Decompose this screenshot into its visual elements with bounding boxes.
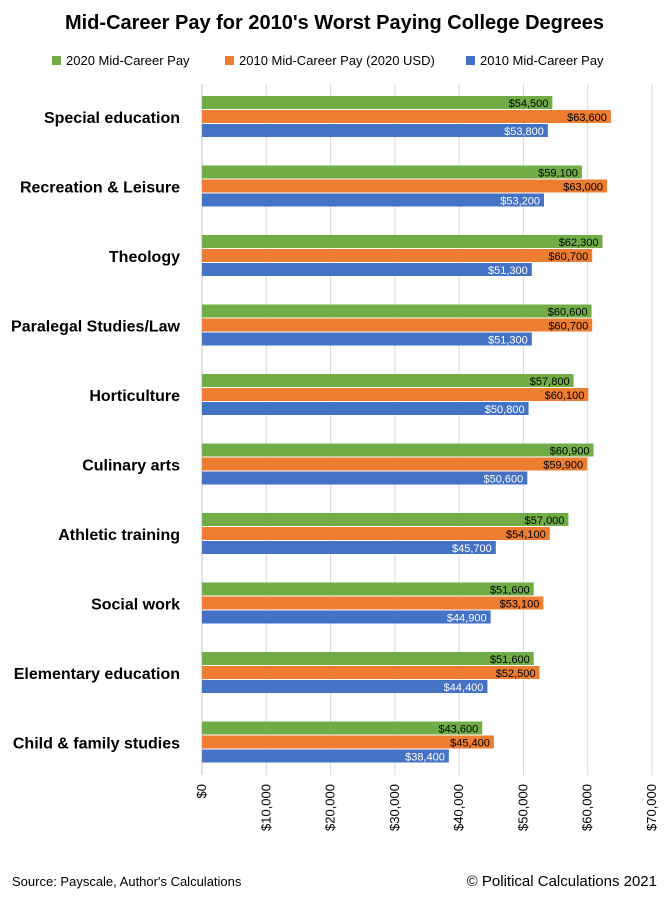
bar-series-2 xyxy=(202,402,529,415)
bar-series-2 xyxy=(202,332,532,346)
data-label-series-1: $60,700 xyxy=(548,251,588,263)
chart-title: Mid-Career Pay for 2010's Worst Paying C… xyxy=(64,12,605,34)
category-label: Theology xyxy=(109,249,180,266)
data-label-series-2: $51,300 xyxy=(488,265,528,277)
legend-label-2010-pay-2020-usd: 2010 Mid-Career Pay (2020 USD) xyxy=(239,53,435,68)
data-label-series-0: $60,600 xyxy=(548,307,588,319)
data-label-series-2: $44,400 xyxy=(444,682,484,694)
category-label: Special education xyxy=(44,110,180,127)
legend-item-2010-pay: 2010 Mid-Career Pay xyxy=(466,53,604,68)
bar-series-0 xyxy=(202,96,553,109)
data-label-series-1: $63,600 xyxy=(567,112,607,124)
category-label: Elementary education xyxy=(14,666,180,683)
data-label-series-1: $60,100 xyxy=(545,390,585,402)
data-label-series-1: $45,400 xyxy=(450,738,490,750)
bar-series-2 xyxy=(202,610,491,624)
bar-series-1 xyxy=(202,179,607,193)
data-label-series-0: $43,600 xyxy=(439,724,479,736)
bar-series-2 xyxy=(202,541,496,554)
data-label-series-2: $45,700 xyxy=(452,543,492,555)
bar-series-2 xyxy=(202,124,548,137)
data-label-series-2: $50,600 xyxy=(484,474,524,486)
bar-series-1 xyxy=(202,457,588,471)
data-label-series-1: $52,500 xyxy=(496,668,536,680)
data-label-series-0: $51,600 xyxy=(490,654,530,666)
data-label-series-2: $53,200 xyxy=(500,196,540,208)
category-label: Child & family studies xyxy=(13,736,180,753)
bar-series-0 xyxy=(202,652,534,665)
bar-series-1 xyxy=(202,249,593,262)
data-label-series-1: $63,000 xyxy=(563,182,603,194)
bar-series-0 xyxy=(202,235,603,248)
category-label: Horticulture xyxy=(89,388,180,405)
data-label-series-0: $62,300 xyxy=(559,237,599,249)
bar-series-0 xyxy=(202,513,569,526)
legend-swatch-orange xyxy=(225,56,234,65)
bar-series-1 xyxy=(202,527,550,540)
bar-series-1 xyxy=(202,735,494,749)
source-note: Source: Payscale, Author's Calculations xyxy=(12,874,242,889)
data-label-series-0: $60,900 xyxy=(550,446,590,458)
bar-series-0 xyxy=(202,721,483,735)
category-label: Recreation & Leisure xyxy=(20,180,180,197)
bar-series-2 xyxy=(202,471,528,485)
data-label-series-1: $53,100 xyxy=(500,599,540,611)
category-label: Social work xyxy=(91,597,180,614)
data-label-series-0: $59,100 xyxy=(538,168,578,180)
bar-series-1 xyxy=(202,596,544,610)
legend-item-2020-pay: 2020 Mid-Career Pay xyxy=(52,53,190,68)
bar-series-0 xyxy=(202,374,574,387)
data-label-series-2: $51,300 xyxy=(488,335,528,347)
legend-item-2010-pay-2020-usd: 2010 Mid-Career Pay (2020 USD) xyxy=(225,53,435,68)
data-label-series-1: $54,100 xyxy=(506,529,546,541)
bar-series-1 xyxy=(202,318,593,332)
legend-swatch-green xyxy=(52,56,61,65)
x-tick-label-5: $50,000 xyxy=(515,784,530,831)
bar-series-0 xyxy=(202,304,592,318)
bar-series-0 xyxy=(202,165,582,179)
data-label-series-0: $57,000 xyxy=(525,515,565,527)
data-label-series-1: $60,700 xyxy=(548,321,588,333)
x-tick-label-2: $20,000 xyxy=(323,784,338,831)
data-label-series-1: $59,900 xyxy=(543,460,583,472)
copyright-credit: © Political Calculations 2021 xyxy=(466,873,657,890)
bar-series-2 xyxy=(202,749,449,763)
x-tick-label-6: $60,000 xyxy=(580,784,595,831)
category-label: Athletic training xyxy=(58,527,180,544)
data-label-series-2: $50,800 xyxy=(485,404,525,416)
bar-series-1 xyxy=(202,666,540,679)
legend-swatch-blue xyxy=(466,56,475,65)
legend: 2020 Mid-Career Pay 2010 Mid-Career Pay … xyxy=(0,53,669,71)
bar-series-2 xyxy=(202,263,532,276)
x-tick-label-7: $70,000 xyxy=(644,784,659,831)
x-tick-label-3: $30,000 xyxy=(387,784,402,831)
category-label: Paralegal Studies/Law xyxy=(11,319,181,336)
data-label-series-2: $53,800 xyxy=(504,126,544,138)
data-label-series-0: $51,600 xyxy=(490,585,530,597)
x-tick-label-1: $10,000 xyxy=(258,784,273,831)
data-label-series-2: $44,900 xyxy=(447,613,487,625)
x-tick-label-4: $40,000 xyxy=(451,784,466,831)
bar-series-2 xyxy=(202,193,544,207)
x-tick-label-0: $0 xyxy=(194,784,209,798)
data-label-series-0: $54,500 xyxy=(509,98,549,110)
legend-label-2020-pay: 2020 Mid-Career Pay xyxy=(66,53,190,68)
bar-series-1 xyxy=(202,110,611,123)
bar-series-2 xyxy=(202,680,488,693)
bar-series-0 xyxy=(202,582,534,596)
legend-label-2010-pay: 2010 Mid-Career Pay xyxy=(480,53,604,68)
data-label-series-2: $38,400 xyxy=(405,752,445,764)
data-label-series-0: $57,800 xyxy=(530,376,570,388)
bar-series-1 xyxy=(202,388,589,401)
bar-series-0 xyxy=(202,443,594,457)
category-label: Culinary arts xyxy=(82,458,180,475)
